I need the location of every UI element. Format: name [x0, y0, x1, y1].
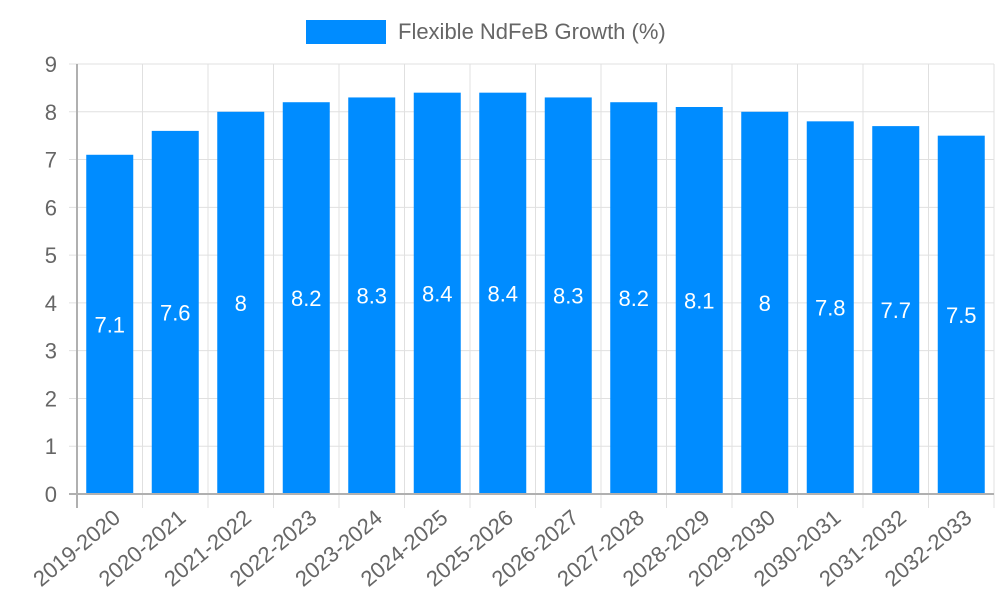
bar — [282, 102, 330, 494]
bar — [741, 111, 789, 495]
bar — [86, 154, 134, 494]
data-label: 8.4 — [422, 281, 453, 306]
bar — [151, 130, 199, 494]
y-axis-labels: 0 1 2 3 4 5 6 7 8 9 — [45, 52, 57, 507]
y-tick-label: 5 — [45, 243, 57, 268]
data-label: 7.7 — [880, 298, 911, 323]
data-labels: 7.1 7.6 8 8.2 8.3 8.4 8.4 8.3 8.2 8.1 8 7.8 7.7 7.5 — [94, 281, 976, 337]
bar — [479, 92, 527, 495]
bar — [937, 135, 985, 494]
data-label: 8.3 — [356, 284, 387, 309]
data-label: 8 — [759, 291, 771, 316]
data-label: 8.4 — [487, 281, 518, 306]
chart-legend[interactable]: Flexible NdFeB Growth (%) — [306, 18, 666, 46]
legend-label: Flexible NdFeB Growth (%) — [398, 19, 666, 44]
y-tick-label: 7 — [45, 148, 57, 173]
axes — [69, 64, 994, 508]
data-label: 7.6 — [160, 300, 191, 325]
data-label: 8.3 — [553, 284, 584, 309]
bar — [348, 97, 396, 494]
y-tick-label: 4 — [45, 291, 57, 316]
bar — [872, 126, 920, 494]
grid-lines — [69, 63, 995, 508]
x-axis-labels: 2019-20202020-20212021-20222022-20232023… — [28, 505, 976, 592]
bars — [86, 92, 985, 495]
y-tick-label: 0 — [45, 482, 57, 507]
data-label: 8.2 — [291, 286, 322, 311]
y-tick-label: 8 — [45, 100, 57, 125]
bar — [217, 111, 265, 495]
y-tick-label: 6 — [45, 195, 57, 220]
data-label: 8.2 — [618, 286, 649, 311]
bar — [413, 92, 461, 495]
data-label: 7.8 — [815, 296, 846, 321]
bar — [610, 102, 658, 494]
bar — [675, 107, 723, 494]
y-tick-label: 9 — [45, 52, 57, 77]
y-tick-label: 1 — [45, 434, 57, 459]
y-tick-label: 3 — [45, 339, 57, 364]
data-label: 8 — [235, 291, 247, 316]
bar — [544, 97, 592, 494]
data-label: 7.5 — [946, 303, 977, 328]
legend-swatch — [306, 20, 386, 44]
bar — [806, 121, 854, 494]
data-label: 7.1 — [94, 312, 125, 337]
y-tick-label: 2 — [45, 386, 57, 411]
data-label: 8.1 — [684, 289, 715, 314]
